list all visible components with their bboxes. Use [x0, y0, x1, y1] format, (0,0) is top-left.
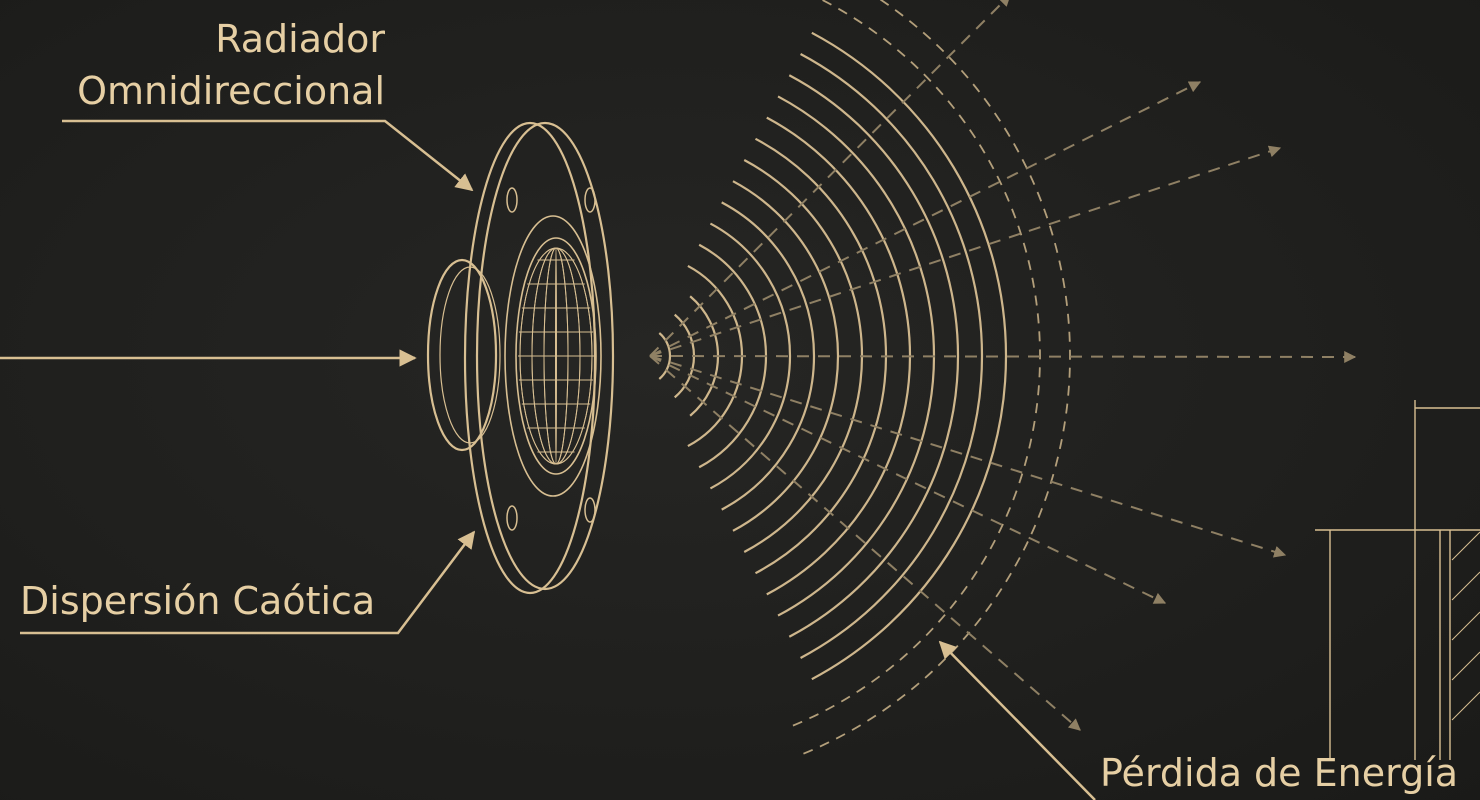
wave-arc — [788, 74, 960, 638]
dispersion-rays — [649, 0, 1357, 731]
wave-arc — [800, 53, 984, 659]
screw — [506, 505, 518, 531]
wave-arc — [709, 222, 792, 490]
wave-arc — [732, 180, 840, 532]
dome-mesh — [518, 247, 594, 465]
screw — [584, 497, 596, 523]
wave-arc-dashed — [800, 0, 1071, 756]
ray — [649, 145, 1282, 357]
hatching — [1451, 531, 1480, 721]
label: Omnidireccional — [77, 69, 385, 113]
ray — [649, 355, 1081, 731]
wave-arc — [811, 31, 1008, 681]
cone-ring — [504, 215, 602, 497]
ray — [649, 355, 1287, 558]
leader-energy — [938, 640, 1096, 800]
flange-back — [463, 121, 597, 595]
screw — [584, 187, 596, 213]
label: Dispersión Caótica — [20, 579, 375, 623]
label: Pérdida de Energía — [1100, 751, 1458, 795]
leader-dispersion — [20, 530, 476, 635]
label: Radiador — [215, 17, 385, 61]
ray — [649, 81, 1202, 357]
cone — [515, 237, 597, 475]
speaker — [426, 121, 615, 595]
wave-arc — [658, 332, 672, 380]
flange-front — [475, 121, 615, 591]
wave-arc — [721, 201, 816, 511]
ray — [649, 0, 1011, 357]
screw — [506, 187, 518, 213]
section-drawing — [1315, 400, 1480, 760]
rear-dome — [426, 258, 498, 452]
leader-radiator — [62, 119, 474, 192]
ray — [649, 355, 1167, 604]
